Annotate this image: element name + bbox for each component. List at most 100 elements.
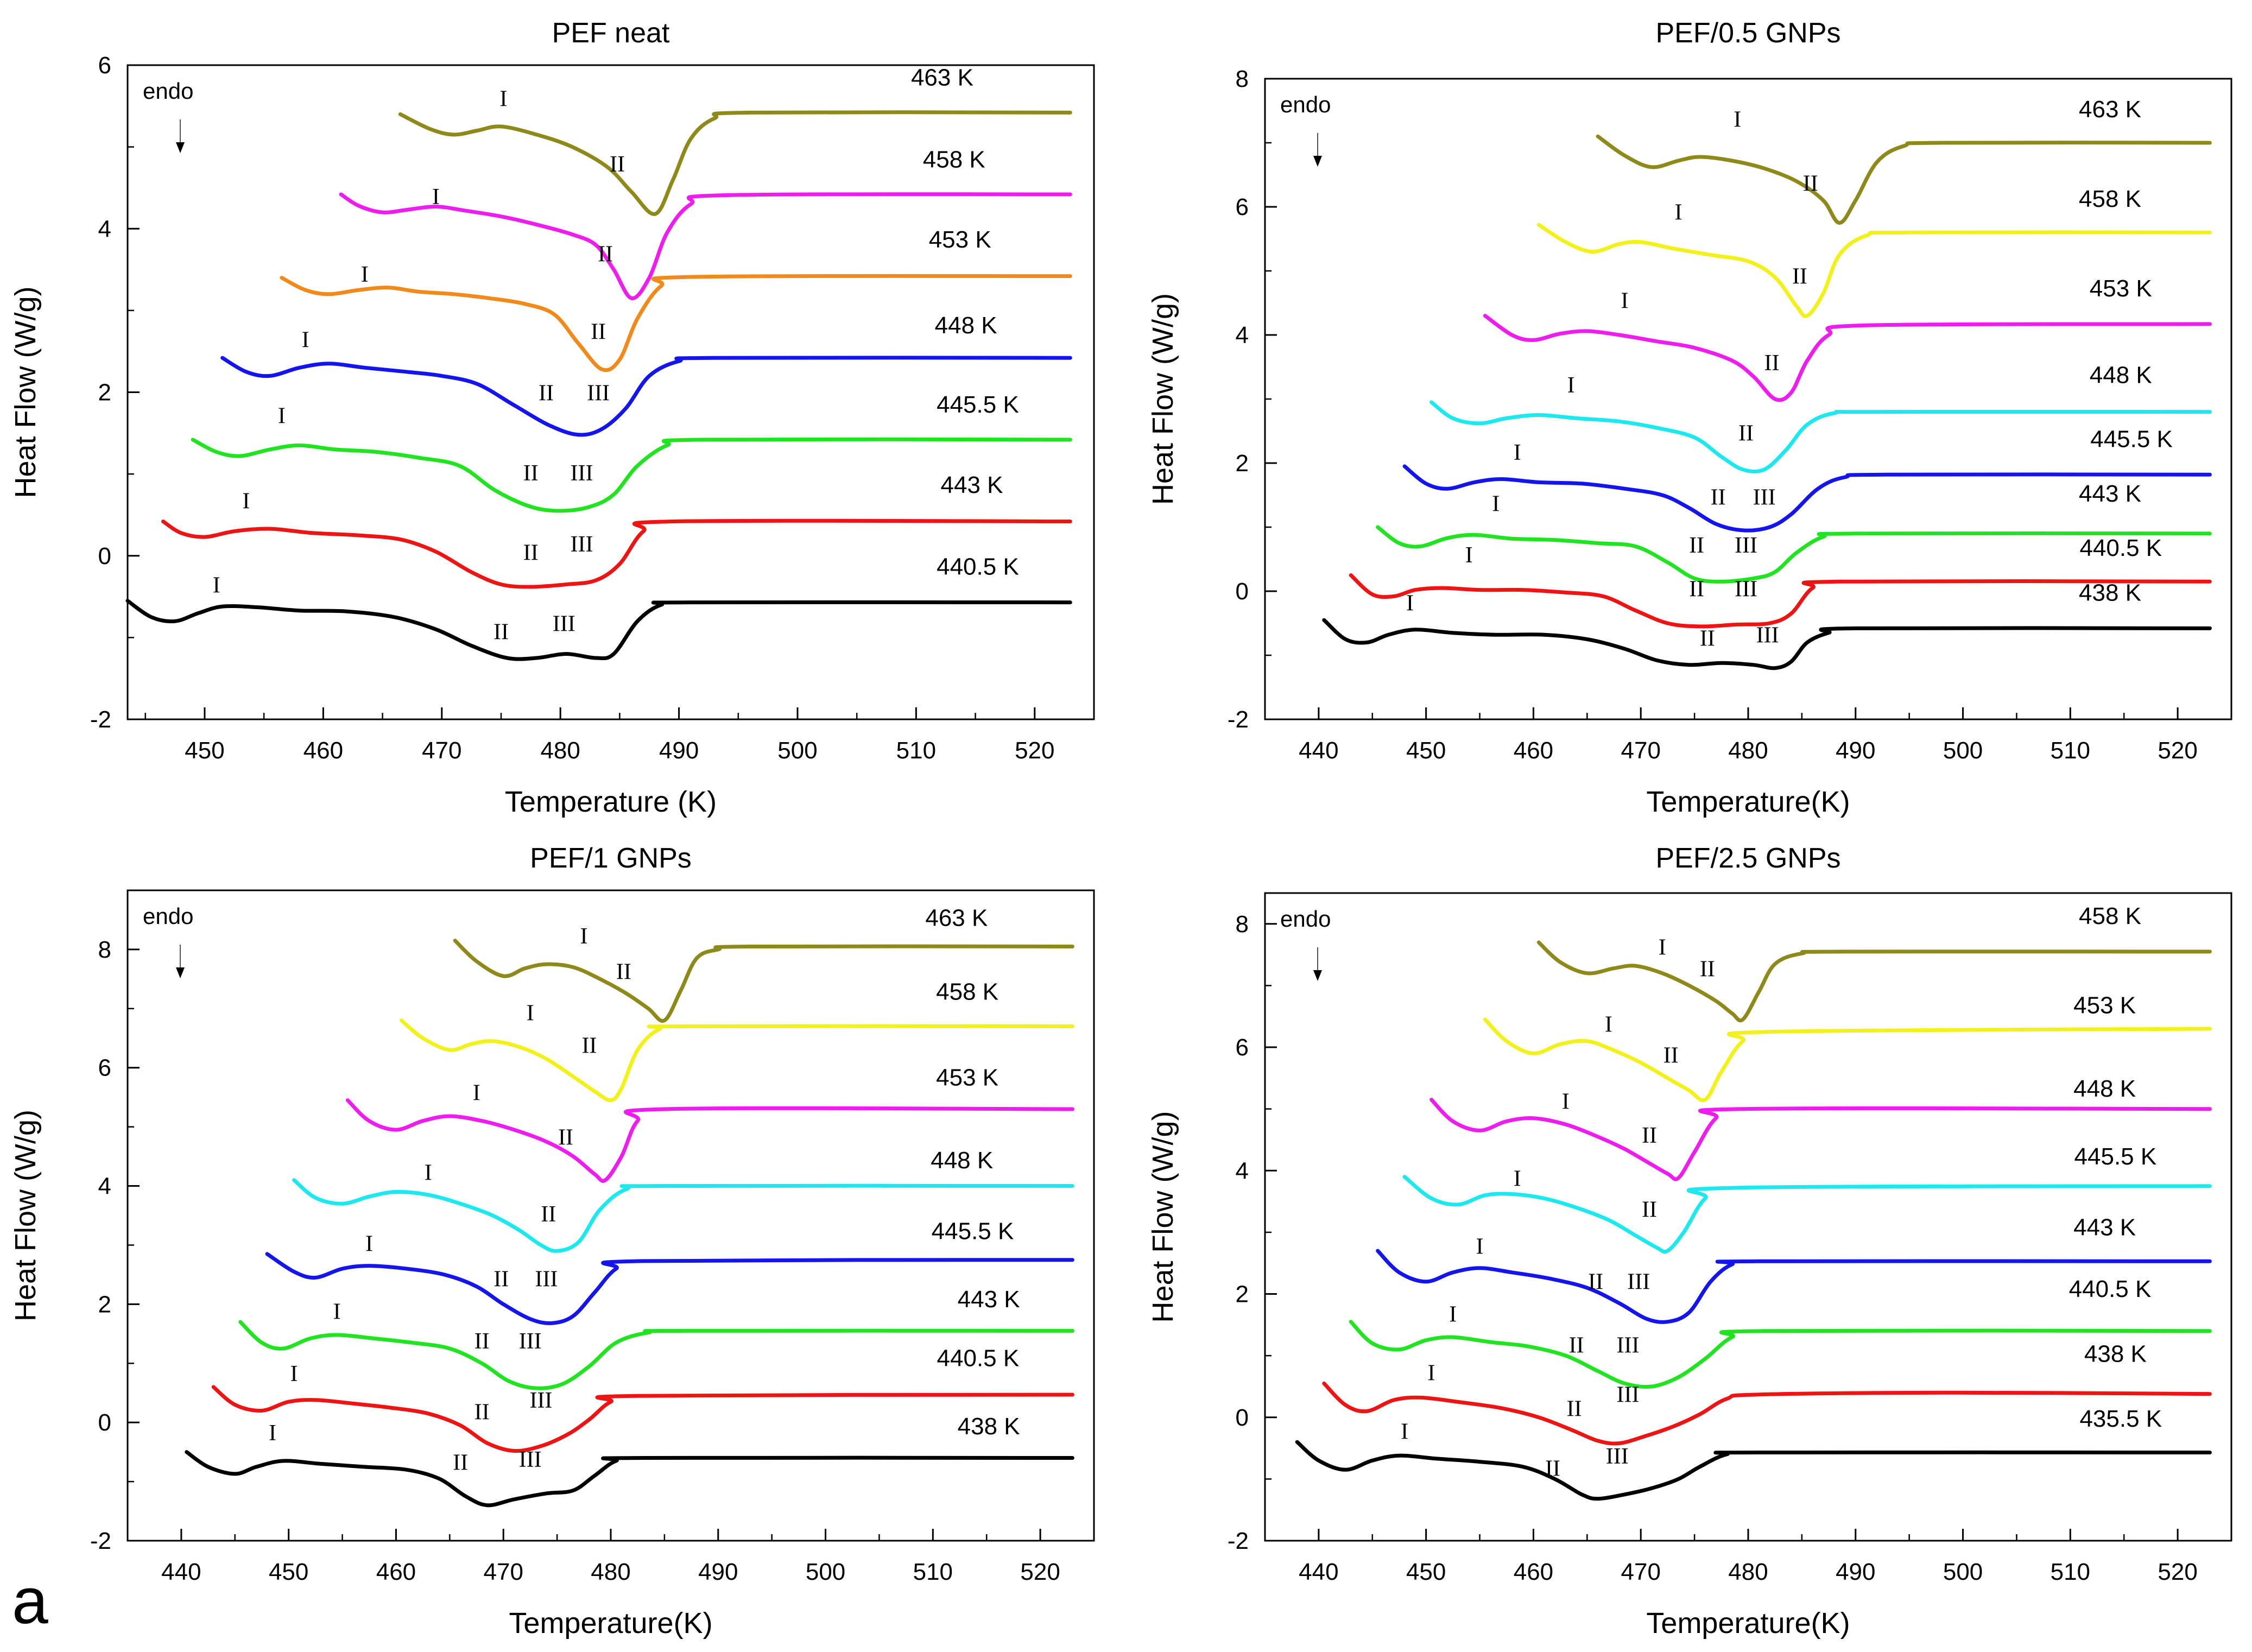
x-tick-label: 470	[1621, 737, 1661, 764]
peak-annotation: I	[1449, 1302, 1457, 1327]
series-label: 448 K	[2073, 1075, 2136, 1102]
y-tick-label: 2	[98, 1291, 111, 1318]
peak-annotation: II	[558, 1125, 573, 1150]
peak-annotation: III	[1756, 623, 1779, 648]
chart-panel: 440 450 460 470 480 490 500 510 520 -2 0 2 4 6 8 PEF/2.…	[1147, 843, 2232, 1640]
series-line	[238, 1320, 1074, 1390]
y-tick-label: 6	[98, 52, 111, 79]
endo-label: endo	[1280, 92, 1331, 117]
series-label: 438 K	[958, 1413, 1020, 1440]
endo-arrow-icon	[1313, 156, 1322, 167]
y-tick-label: 0	[98, 543, 111, 569]
x-tick-label: 520	[2158, 737, 2197, 764]
peak-annotation: I	[432, 185, 440, 210]
chart-panel: 450 460 470 480 490 500 510 520 -2 0 2 4 6 PEF neat Te…	[9, 17, 1095, 818]
peak-annotation: I	[1659, 935, 1666, 960]
series-label: 440.5 K	[937, 553, 1019, 580]
series-label: 445.5 K	[2090, 426, 2173, 453]
peak-annotation: I	[527, 1001, 534, 1026]
series-line	[1376, 1249, 2212, 1324]
series-label: 440.5 K	[2069, 1276, 2152, 1302]
x-axis-label: Temperature (K)	[505, 786, 717, 818]
series-label: 438 K	[2084, 1341, 2147, 1368]
x-axis-label: Temperature(K)	[1646, 786, 1850, 818]
x-tick-label: 480	[1728, 737, 1768, 764]
peak-annotation: II	[453, 1450, 468, 1475]
peak-annotation: III	[1735, 533, 1757, 558]
peak-annotation: II	[610, 152, 625, 177]
x-tick-label: 440	[1299, 1559, 1338, 1585]
y-axis-label: Heat Flow (W/g)	[1147, 1111, 1179, 1322]
x-tick-label: 510	[2051, 737, 2090, 764]
peak-annotation: I	[290, 1362, 298, 1387]
x-tick-label: 490	[659, 737, 699, 764]
y-tick-label: 0	[1236, 578, 1249, 605]
x-tick-label: 490	[1836, 737, 1875, 764]
peak-annotation: II	[1689, 533, 1704, 558]
series-label: 453 K	[2090, 275, 2152, 302]
series-label: 453 K	[929, 226, 991, 253]
series-label: 443 K	[941, 472, 1003, 498]
x-tick-label: 460	[1514, 737, 1553, 764]
series-line	[1596, 134, 2212, 225]
figure-label: a	[12, 1565, 48, 1637]
series-label: 445.5 K	[937, 391, 1019, 418]
series-label: 463 K	[2079, 96, 2141, 123]
peak-annotation: I	[278, 404, 286, 429]
x-tick-label: 500	[1943, 737, 1983, 764]
peak-annotation: II	[581, 1034, 597, 1059]
endo-label: endo	[143, 78, 193, 104]
x-tick-label: 480	[540, 737, 580, 764]
y-axis-label: Heat Flow (W/g)	[9, 286, 42, 498]
series-label: 458 K	[2079, 903, 2141, 929]
peak-annotation: II	[1663, 1043, 1679, 1068]
series-line	[1322, 618, 2212, 670]
peak-annotation: II	[598, 242, 613, 267]
series-line	[1322, 1381, 2212, 1446]
series-line	[125, 599, 1072, 661]
y-axis-label: Heat Flow (W/g)	[1147, 293, 1179, 505]
series-line	[292, 1178, 1074, 1253]
series-line	[1429, 1098, 2212, 1181]
peak-annotation: II	[1545, 1457, 1560, 1482]
series-label: 453 K	[936, 1064, 998, 1091]
series-label: 458 K	[936, 978, 998, 1005]
series-line	[1376, 525, 2212, 584]
peak-annotation: III	[529, 1388, 552, 1413]
y-tick-label: 2	[98, 379, 111, 406]
series-label: 463 K	[911, 65, 973, 91]
series-label: 453 K	[2073, 992, 2136, 1019]
series-label: 448 K	[935, 312, 997, 339]
peak-annotation: I	[361, 262, 369, 287]
series-label: 458 K	[2079, 186, 2141, 212]
peak-annotation: II	[1588, 1269, 1603, 1294]
peak-annotation: I	[1514, 1167, 1521, 1192]
series-line	[265, 1252, 1074, 1325]
y-tick-label: 4	[98, 1173, 111, 1200]
peak-annotation: III	[519, 1447, 542, 1472]
peak-annotation: I	[333, 1300, 341, 1325]
chart-panel: 440 450 460 470 480 490 500 510 520 -2 0 2 4 6 8 PEF/1 …	[9, 843, 1095, 1640]
series-label: 440.5 K	[2079, 535, 2162, 561]
endo-arrow-icon	[176, 967, 185, 978]
x-tick-label: 510	[2051, 1559, 2090, 1585]
x-tick-label: 440	[1299, 737, 1338, 764]
series-line	[453, 939, 1074, 1023]
peak-annotation: I	[1674, 200, 1682, 225]
x-tick-label: 470	[484, 1559, 523, 1585]
x-tick-label: 520	[1015, 737, 1054, 764]
y-tick-label: 2	[1236, 1281, 1249, 1308]
y-tick-label: 4	[98, 216, 111, 242]
y-tick-label: 6	[98, 1055, 111, 1081]
chart-panel: 440 450 460 470 480 490 500 510 520 -2 0 2 4 6 8 PEF/0.…	[1147, 17, 2232, 818]
peak-annotation: I	[425, 1161, 432, 1186]
series-label: 448 K	[2090, 362, 2152, 389]
peak-annotation: I	[499, 86, 507, 111]
peak-annotation: II	[523, 461, 539, 486]
peak-annotation: II	[494, 1267, 509, 1292]
x-tick-label: 470	[1621, 1559, 1661, 1585]
series-line	[1349, 573, 2212, 629]
series-line	[1402, 464, 2212, 533]
x-tick-label: 510	[896, 737, 936, 764]
x-tick-label: 510	[913, 1559, 953, 1585]
